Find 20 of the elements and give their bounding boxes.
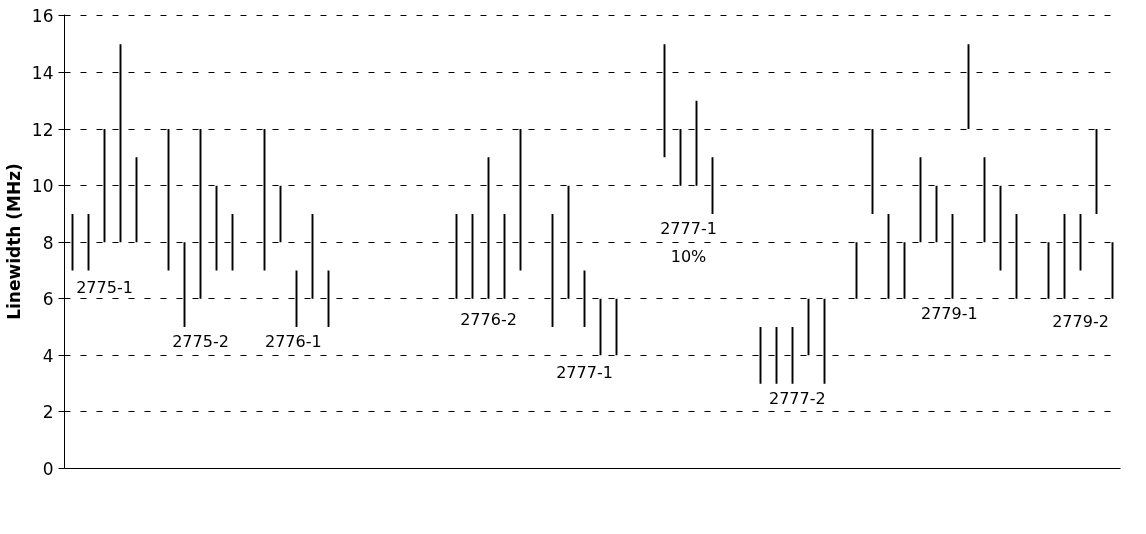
annotation: 2777-1 xyxy=(556,363,613,383)
y-axis-title: Linewidth (MHz) xyxy=(3,163,24,320)
y-tick-label: 6 xyxy=(42,289,54,310)
annotation: 2775-1 xyxy=(76,278,133,298)
annotation: 10% xyxy=(670,246,707,266)
y-tick-label: 4 xyxy=(42,345,54,366)
annotation: 2777-2 xyxy=(768,388,826,408)
annotation: 2779-2 xyxy=(1052,312,1109,332)
annotation: 2776-1 xyxy=(264,332,322,352)
annotation: 2775-2 xyxy=(172,332,229,352)
y-tick-label: 2 xyxy=(42,402,54,423)
y-tick-label: 8 xyxy=(42,232,54,253)
y-tick-label: 10 xyxy=(31,176,54,197)
y-tick-label: 12 xyxy=(31,119,54,140)
annotation: 2776-2 xyxy=(460,309,517,329)
annotation: 2777-1 xyxy=(660,219,717,239)
annotation: 2779-1 xyxy=(920,303,978,323)
y-tick-label: 0 xyxy=(42,459,54,479)
y-tick-label: 14 xyxy=(31,62,54,83)
y-tick-label: 16 xyxy=(31,6,54,27)
